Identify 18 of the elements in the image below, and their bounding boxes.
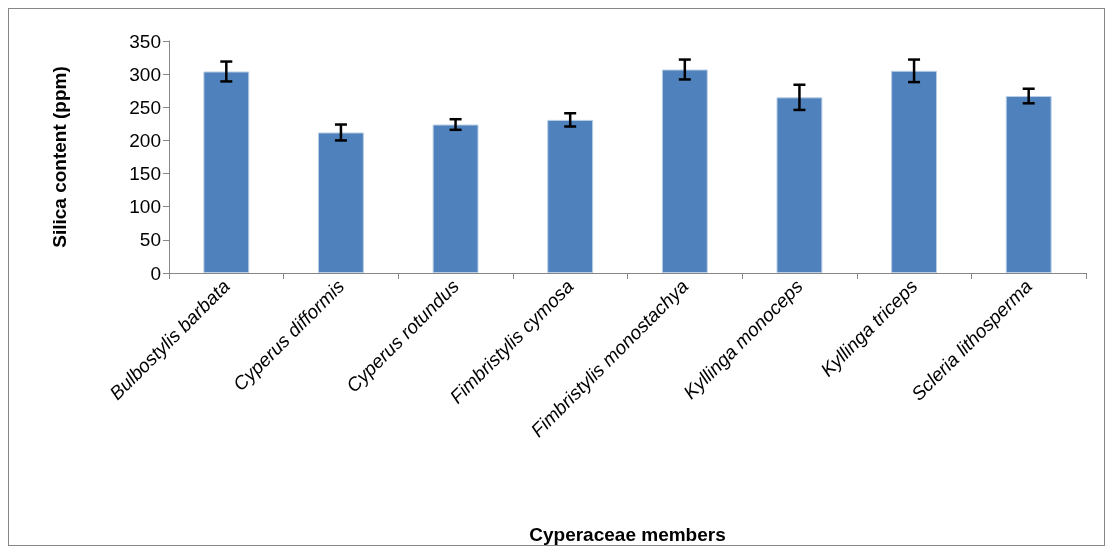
bar — [891, 70, 937, 273]
bar — [318, 132, 364, 273]
bar — [203, 71, 250, 273]
bar — [776, 97, 823, 273]
bar — [547, 119, 594, 273]
y-tick-label: 350 — [129, 30, 161, 52]
bar — [661, 69, 708, 273]
y-tick-label: 0 — [150, 262, 161, 284]
y-tick-label: 200 — [129, 129, 161, 151]
y-tick-label: 250 — [129, 96, 161, 118]
y-tick-label: 100 — [129, 196, 161, 218]
bar — [432, 124, 479, 273]
x-axis-title: Cyperaceae members — [529, 524, 726, 545]
y-axis-title: Silica content (ppm) — [49, 66, 70, 248]
y-tick-label: 150 — [129, 163, 161, 185]
y-tick-label: 50 — [139, 229, 161, 251]
bar — [1005, 96, 1052, 273]
y-tick-label: 300 — [129, 63, 161, 85]
